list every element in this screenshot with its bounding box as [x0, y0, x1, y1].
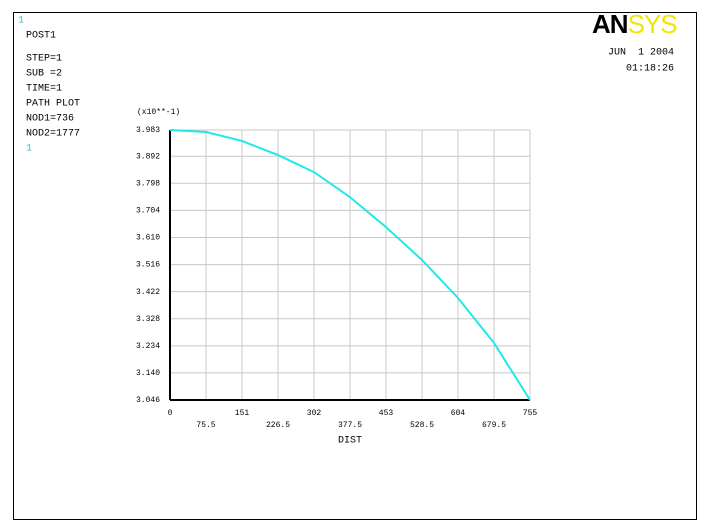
info-line: SUB =2 — [26, 69, 62, 80]
info-line: NOD1=736 — [26, 114, 74, 125]
y-tick-label: 3.046 — [136, 396, 160, 405]
window-frame — [13, 12, 697, 520]
y-tick-label: 3.892 — [136, 152, 160, 161]
y-tick-label: 3.422 — [136, 288, 160, 297]
logo-part: SYS — [628, 9, 678, 39]
info-line: NOD2=1777 — [26, 129, 80, 140]
x-tick-label: 528.5 — [410, 421, 434, 430]
x-axis-label: DIST — [338, 436, 362, 447]
x-tick-label: 0 — [168, 409, 173, 418]
time: 01:18:26 — [626, 64, 674, 75]
y-tick-label: 3.234 — [136, 342, 160, 351]
logo-part: AN — [592, 9, 628, 39]
y-tick-label: 3.983 — [136, 126, 160, 135]
y-tick-label: 3.798 — [136, 179, 160, 188]
info-line: PATH PLOT — [26, 99, 80, 110]
y-tick-label: 3.704 — [136, 207, 160, 216]
x-tick-label: 302 — [307, 409, 322, 418]
date: JUN 1 2004 — [608, 48, 674, 59]
info-line: TIME=1 — [26, 84, 62, 95]
y-tick-label: 3.140 — [136, 369, 160, 378]
x-tick-label: 226.5 — [266, 421, 290, 430]
data-line — [169, 129, 531, 401]
info-line: POST1 — [26, 31, 56, 42]
y-tick-label: 3.516 — [136, 261, 160, 270]
y-multiplier: (x10**-1) — [137, 108, 180, 117]
x-tick-label: 75.5 — [196, 421, 215, 430]
x-tick-label: 679.5 — [482, 421, 506, 430]
window-number: 1 — [18, 16, 24, 27]
y-tick-label: 3.610 — [136, 234, 160, 243]
x-tick-label: 377.5 — [338, 421, 362, 430]
info-line: STEP=1 — [26, 54, 62, 65]
window-number: 1 — [26, 144, 32, 155]
x-tick-label: 151 — [235, 409, 250, 418]
x-tick-label: 755 — [523, 409, 538, 418]
x-tick-label: 604 — [451, 409, 466, 418]
y-tick-label: 3.328 — [136, 315, 160, 324]
logo: ANSYS — [592, 9, 677, 39]
x-tick-label: 453 — [379, 409, 394, 418]
